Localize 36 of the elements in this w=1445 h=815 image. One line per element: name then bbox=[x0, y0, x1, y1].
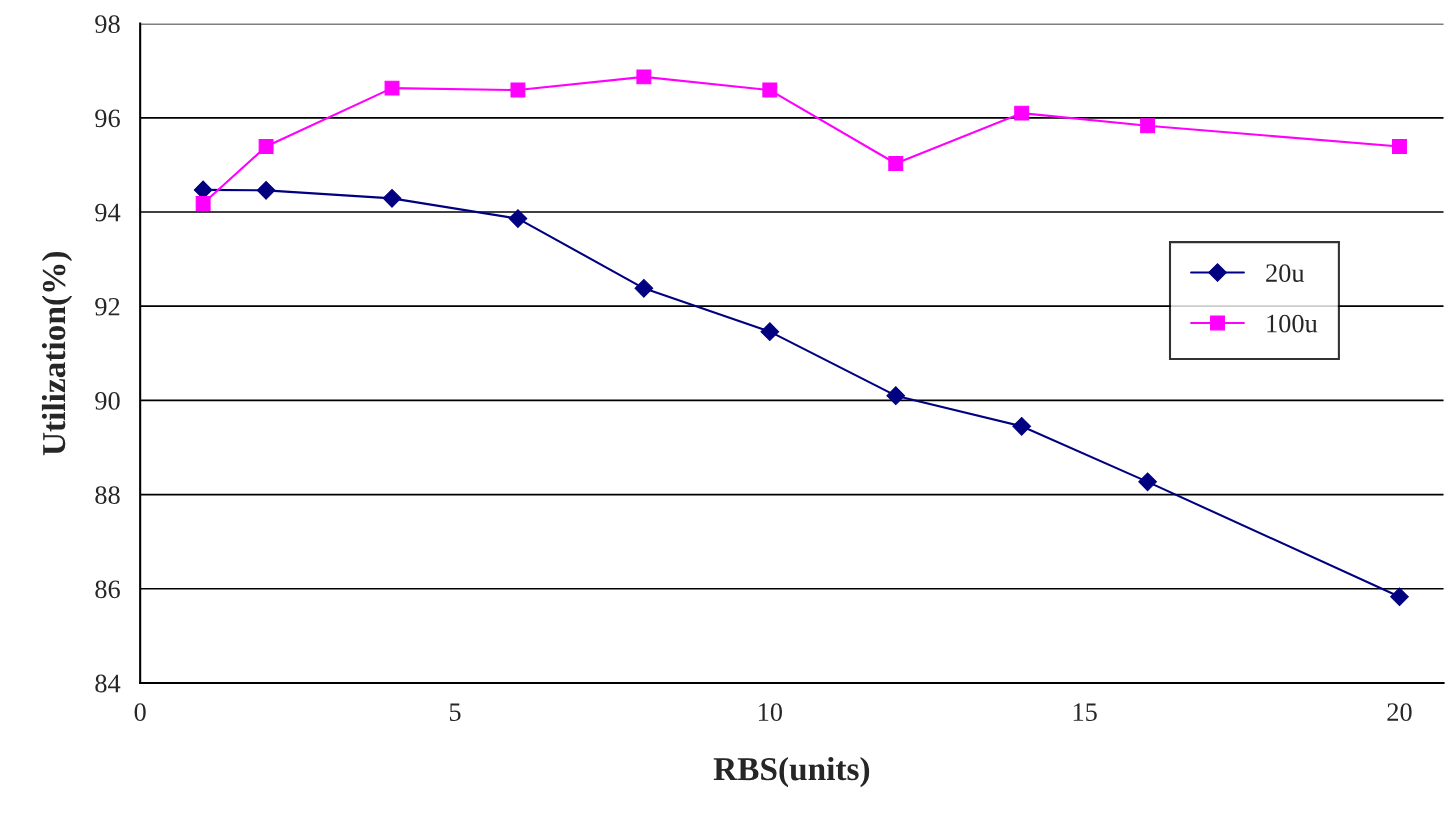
point bbox=[258, 139, 274, 155]
point bbox=[1140, 118, 1156, 134]
y-tick-label: 84 bbox=[95, 674, 121, 693]
point bbox=[508, 209, 528, 228]
point bbox=[888, 156, 904, 171]
x-tick-label: 20 bbox=[1387, 703, 1412, 721]
y-tick-label: 94 bbox=[95, 203, 121, 222]
point bbox=[1392, 139, 1407, 155]
point bbox=[1012, 416, 1032, 436]
point bbox=[1138, 472, 1157, 492]
point bbox=[762, 82, 778, 98]
y-tick-label: 90 bbox=[95, 392, 120, 410]
point bbox=[382, 189, 402, 208]
point bbox=[634, 278, 654, 298]
x-tick-label: 10 bbox=[758, 703, 783, 721]
x-tick-label: 5 bbox=[449, 703, 461, 721]
point bbox=[886, 386, 906, 406]
point bbox=[195, 196, 211, 211]
point bbox=[1014, 105, 1030, 121]
y-tick-label: 98 bbox=[95, 15, 120, 34]
x-tick-label: 15 bbox=[1073, 703, 1097, 721]
legend-label: 100u bbox=[1267, 314, 1318, 333]
point bbox=[256, 180, 276, 200]
point bbox=[384, 80, 400, 96]
x-tick-label: 0 bbox=[134, 703, 146, 721]
legend-label: 20u bbox=[1266, 264, 1305, 282]
y-tick-label: 96 bbox=[95, 109, 120, 128]
point bbox=[1390, 587, 1409, 607]
x-axis-title: RBS(units) bbox=[713, 756, 870, 788]
y-tick-label: 92 bbox=[95, 297, 120, 316]
y-tick-label: 88 bbox=[95, 486, 120, 504]
y-axis-title: Utilization(%) bbox=[41, 252, 73, 456]
y-tick-label: 86 bbox=[95, 580, 120, 599]
point bbox=[760, 322, 780, 341]
point bbox=[636, 69, 652, 85]
point bbox=[510, 82, 526, 98]
